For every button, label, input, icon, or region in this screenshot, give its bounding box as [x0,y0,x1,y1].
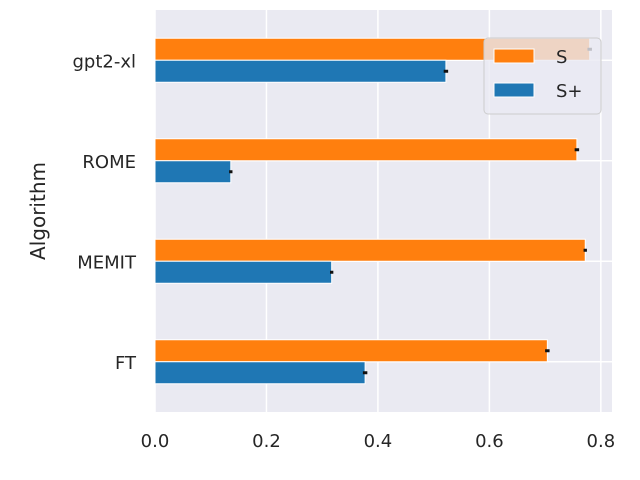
bar-S+-gpt2-xl [154,59,447,83]
bar-S+-FT [154,361,366,385]
y-tick-label: MEMIT [77,252,137,273]
y-tick-label: ROME [82,152,136,173]
legend-label: S+ [556,81,583,102]
bar-S-FT [154,339,548,363]
bars [154,37,591,385]
x-tick-label: 0.6 [475,431,504,452]
legend-swatch-S+ [493,82,535,98]
bar-S+-ROME [154,160,232,184]
x-tick-labels: 0.0 0.2 0.4 0.6 0.8 [141,431,615,452]
bar-S-MEMIT [154,238,586,262]
y-axis-title: Algorithm [26,162,50,260]
legend-label: S [556,47,567,68]
y-tick-label: gpt2-xl [72,51,136,72]
bar-S-ROME [154,138,578,162]
y-tick-label: FT [115,353,137,374]
y-tick-labels: gpt2-xl ROME MEMIT FT [72,51,137,374]
x-tick-label: 0.4 [364,431,393,452]
x-tick-label: 0.8 [587,431,616,452]
x-tick-label: 0.0 [141,431,170,452]
legend: S S+ [483,37,602,115]
bar-S+-MEMIT [154,260,333,284]
legend-swatch-S [493,48,535,64]
x-tick-label: 0.2 [252,431,281,452]
